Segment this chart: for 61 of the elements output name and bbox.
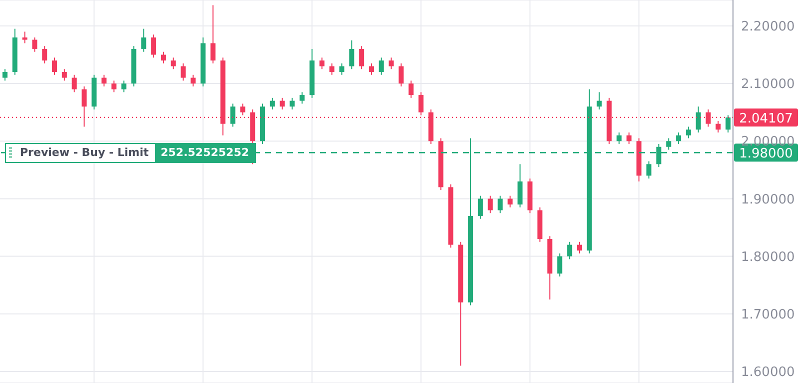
- candlestick: [398, 62, 404, 87]
- candlestick: [666, 138, 672, 150]
- candlestick: [62, 68, 67, 82]
- candlestick: [210, 4, 216, 64]
- candlestick: [359, 46, 364, 70]
- candlestick: [388, 57, 394, 70]
- candlestick: [418, 92, 424, 116]
- candlestick: [280, 97, 285, 110]
- candlestick: [111, 80, 116, 93]
- candlestick: [716, 120, 721, 133]
- candlestick: [329, 62, 334, 76]
- candlestick: [508, 195, 513, 208]
- y-tick-label: 1.60000: [741, 365, 795, 380]
- candlestick: [52, 57, 58, 76]
- candlestick: [42, 46, 48, 64]
- y-tick-label: 1.90000: [741, 192, 795, 208]
- candlestick: [626, 132, 632, 144]
- candlestick: [102, 74, 107, 87]
- candlestick: [408, 80, 414, 98]
- ref-line-label: 1.98000: [739, 146, 793, 162]
- candlestick: [596, 92, 602, 110]
- candlestick: [696, 106, 701, 133]
- candlestick: [339, 62, 344, 76]
- candlestick: [160, 51, 166, 64]
- candlestick: [121, 80, 126, 93]
- candlestick: [686, 126, 691, 139]
- candlestick: [478, 195, 483, 220]
- candlestick: [616, 132, 622, 144]
- candlestick: [151, 34, 156, 58]
- candlestick: [72, 74, 77, 93]
- y-tick-label: 1.80000: [741, 250, 795, 265]
- candlestick: [141, 28, 146, 52]
- candlestick: [676, 132, 682, 144]
- candlestick: [180, 62, 186, 82]
- candlestick: [300, 92, 305, 104]
- y-tick-label: 2.20000: [741, 20, 795, 35]
- candlestick: [240, 103, 246, 116]
- candlestick: [270, 97, 275, 110]
- candlestick: [567, 241, 572, 260]
- candlestick: [378, 57, 384, 76]
- ref-line-label: 2.04107: [739, 111, 793, 126]
- y-tick-label: 1.70000: [741, 308, 795, 322]
- candlestick: [726, 114, 731, 133]
- candlestick: [576, 241, 582, 254]
- candlestick: [2, 68, 8, 82]
- candlestick: [290, 97, 295, 110]
- y-tick-label: 2.10000: [741, 77, 795, 92]
- candlestick: [319, 57, 324, 70]
- candlestick: [646, 160, 652, 180]
- annotation: Preview - Buy - Limit: [19, 144, 150, 161]
- candlestick: [170, 57, 176, 70]
- candlestick: [557, 252, 562, 277]
- candlestick: [498, 195, 503, 214]
- candlestick: [190, 74, 196, 87]
- candlestick: [488, 195, 493, 214]
- candlestick: [349, 40, 354, 70]
- candlestick: [368, 62, 374, 76]
- candlestick: [518, 164, 523, 208]
- annotation: 252.52525252: [154, 144, 255, 162]
- candlestick: [230, 103, 236, 128]
- candlestick: [32, 36, 38, 52]
